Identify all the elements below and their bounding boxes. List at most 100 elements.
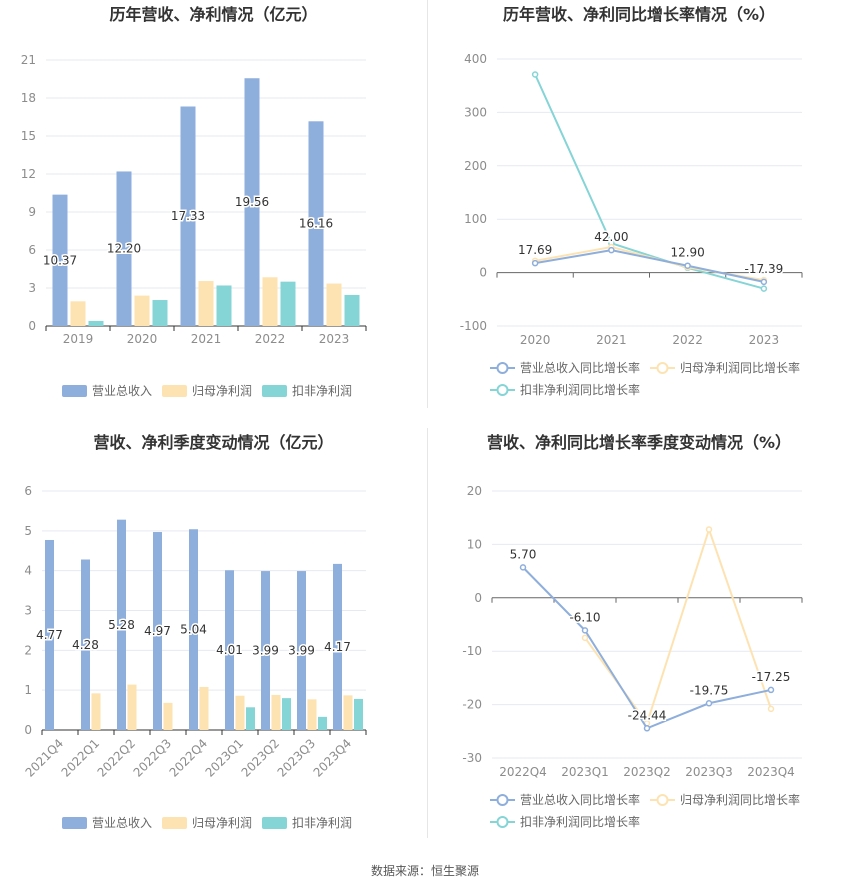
bar-1-1 [91,693,101,730]
legend-marker [656,362,669,374]
legend-item-2[interactable]: 扣非净利润同比增长率 [490,382,640,397]
bar-1-4 [326,283,342,326]
chart-annual-revenue-profit: 历年营收、净利情况（亿元） 0 3 6 9 12 15 18 21 2019 10.37 2020 12… [21,5,367,398]
bar-1-2 [127,684,137,730]
legend-item-2[interactable]: 扣非净利润同比增长率 [490,814,640,829]
legend-item-1[interactable]: 归母净利润同比增长率 [650,360,800,375]
legend-label: 营业总收入 [92,384,152,398]
bar-0-6 [261,571,270,730]
point-0-2 [643,725,651,732]
x-tick-label: 2022Q1 [59,736,103,780]
data-source: 数据来源：恒生聚源 [370,864,479,878]
data-label: 3.99 [252,644,279,658]
bar-1-1 [134,295,150,326]
x-tick-label: 2022Q4 [167,736,211,780]
bar-2-3 [280,281,296,326]
series-line-2 [534,74,765,290]
legend-item-2[interactable]: 扣非净利润 [262,816,352,830]
legend-item-1[interactable]: 归母净利润同比增长率 [650,792,800,807]
x-tick-label: 2022Q4 [499,765,547,779]
x-tick-label: 2022 [255,332,286,346]
legend-marker [496,794,509,806]
data-label: 19.56 [235,195,269,209]
point-0-0 [519,564,527,571]
x-tick-label: 2023Q1 [203,736,247,780]
legend-label: 营业总收入同比增长率 [520,360,640,375]
y-tick-label: 6 [24,484,32,498]
point-1-0 [581,634,589,642]
point-0-0 [531,259,539,267]
data-label: -17.25 [752,670,791,684]
x-tick-label: 2023Q3 [685,765,733,779]
data-label: 17.69 [518,243,552,257]
chart-quarterly-revenue-profit: 营收、净利季度变动情况（亿元） 0 1 2 3 4 5 6 2021Q4 4.77 2022Q1 4.… [23,433,367,830]
legend-item-0[interactable]: 营业总收入 [62,384,152,398]
legend-item-0[interactable]: 营业总收入 [62,816,152,830]
data-label: -6.10 [569,610,600,624]
bar-2-1 [152,300,168,326]
y-tick-label: 400 [464,52,487,66]
legend-label: 归母净利润 [192,816,252,830]
bar-2-7 [318,716,327,730]
y-tick-label: 20 [467,484,482,498]
chart-quarterly-growth: 营收、净利同比增长率季度变动情况（%） -30 -20 -10 0 10 20 2022Q4 2… [462,433,803,829]
legend-item-0[interactable]: 营业总收入同比增长率 [490,792,640,807]
x-tick-label: 2023Q2 [239,736,283,780]
data-label: 10.37 [43,253,77,267]
legend-label: 扣非净利润 [292,384,352,398]
legend-label: 扣非净利润 [292,816,352,830]
bar-2-6 [282,698,291,730]
y-tick-label: -20 [462,698,482,712]
vertical-divider-bottom [427,428,428,838]
data-label: -19.75 [690,683,729,697]
x-tick-label: 2023Q3 [275,736,319,780]
y-tick-label: 300 [464,105,487,119]
legend-item-0[interactable]: 营业总收入同比增长率 [490,360,640,375]
bar-1-5 [235,695,245,730]
y-tick-label: 15 [21,129,36,143]
legend-label: 归母净利润 [192,384,252,398]
y-tick-label: 0 [474,591,482,605]
legend-item-2[interactable]: 扣非净利润 [262,384,352,398]
bar-1-7 [307,699,317,730]
y-tick-label: 6 [28,243,36,257]
data-label: 4.77 [36,628,63,642]
bar-0-4 [308,121,324,326]
y-tick-label: 200 [464,159,487,173]
y-tick-label: -10 [462,644,482,658]
bar-1-3 [262,277,278,326]
x-tick-label: 2023 [319,332,350,346]
data-label: 12.20 [107,242,141,256]
x-tick-label: 2023Q4 [747,765,795,779]
y-tick-label: 0 [24,723,32,737]
chart-title: 历年营收、净利情况（亿元） [109,5,317,24]
y-tick-label: 0 [479,266,487,280]
y-tick-label: -100 [460,319,487,333]
bar-0-8 [333,563,342,730]
bar-2-0 [88,320,104,326]
legend-item-1[interactable]: 归母净利润 [162,384,252,398]
data-label: 4.97 [144,624,171,638]
chart-annual-growth: 历年营收、净利同比增长率情况（%） -100 0 100 200 300 400 2020 20… [460,5,803,397]
point-1-3 [767,705,775,713]
legend-item-1[interactable]: 归母净利润 [162,816,252,830]
legend-label: 营业总收入同比增长率 [520,792,640,807]
data-label: 3.99 [288,644,315,658]
series-line-1 [584,526,772,726]
bar-1-6 [271,694,281,730]
data-label: 4.01 [216,643,243,657]
data-label: 5.28 [108,618,135,632]
x-tick-label: 2019 [63,332,94,346]
vertical-divider-top [427,0,428,408]
x-tick-label: 2023Q2 [623,765,671,779]
data-label: 16.16 [299,217,333,231]
bar-0-7 [297,571,306,730]
bar-0-2 [117,519,126,730]
y-tick-label: 2 [24,643,32,657]
point-2-3 [760,285,768,292]
y-tick-label: 12 [21,167,36,181]
point-0-2 [684,262,691,269]
bar-1-3 [163,702,173,730]
bar-0-0 [52,194,68,326]
